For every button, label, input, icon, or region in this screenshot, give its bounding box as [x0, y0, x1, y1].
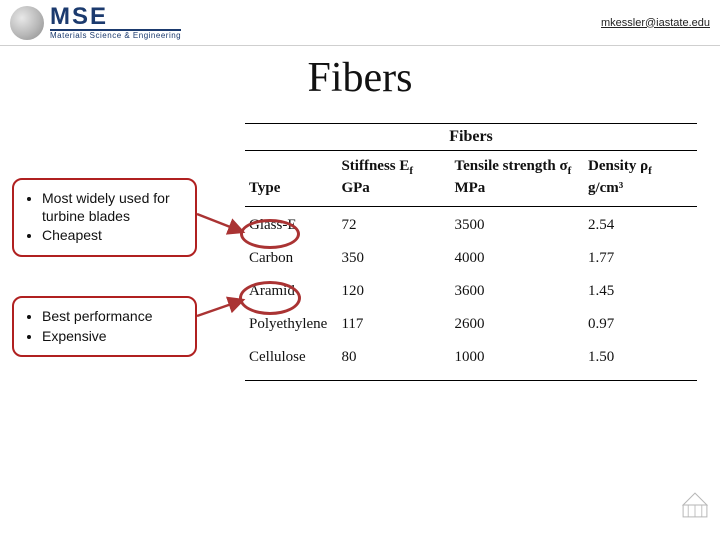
table-row: Aramid12036001.45 [245, 275, 697, 308]
logo-text: MSE [50, 5, 181, 31]
table-cell: Cellulose [245, 341, 337, 381]
table-cell: 1.50 [584, 341, 697, 381]
callout-glass: Most widely used for turbine blades Cheap… [12, 178, 197, 257]
table-cell: 0.97 [584, 308, 697, 341]
table-row: Glass-E7235002.54 [245, 206, 697, 242]
table-cell: 80 [337, 341, 450, 381]
table-cell: 2600 [450, 308, 584, 341]
callout-item: Cheapest [42, 227, 185, 245]
table-cell: 350 [337, 242, 450, 275]
callout-item: Best performance [42, 308, 185, 326]
logo-subtitle: Materials Science & Engineering [50, 31, 181, 40]
fibers-table: TypeStiffness EfGPaTensile strength σfMP… [245, 150, 697, 381]
table-cell: 4000 [450, 242, 584, 275]
callout-carbon: Best performance Expensive [12, 296, 197, 357]
slide-body: Fibers Fibers TypeStiffness EfGPaTensile… [0, 48, 720, 528]
table-cell: 2.54 [584, 206, 697, 242]
table-row: Cellulose8010001.50 [245, 341, 697, 381]
arrow-callout2-to-ring2 [195, 294, 255, 324]
table-cell: 3600 [450, 275, 584, 308]
university-logo-icon [678, 488, 712, 522]
table-cell: 1000 [450, 341, 584, 381]
table-caption: Fibers [245, 128, 697, 150]
fibers-table-container: Fibers TypeStiffness EfGPaTensile streng… [245, 123, 697, 381]
table-cell: 3500 [450, 206, 584, 242]
logo-mark-icon [10, 6, 44, 40]
table-row: Polyethylene11726000.97 [245, 308, 697, 341]
header: MSE Materials Science & Engineering mkes… [0, 0, 720, 46]
table-cell: 1.77 [584, 242, 697, 275]
table-body: Glass-E7235002.54Carbon35040001.77Aramid… [245, 206, 697, 380]
table-cell: 120 [337, 275, 450, 308]
contact-email-link[interactable]: mkessler@iastate.edu [601, 17, 710, 29]
table-cell: 117 [337, 308, 450, 341]
table-row: Carbon35040001.77 [245, 242, 697, 275]
table-head: TypeStiffness EfGPaTensile strength σfMP… [245, 151, 697, 207]
slide-title: Fibers [0, 54, 720, 102]
table-col-1: Stiffness EfGPa [337, 151, 450, 207]
table-col-0: Type [245, 151, 337, 207]
logo: MSE Materials Science & Engineering [10, 5, 181, 40]
arrow-callout1-to-ring1 [195, 198, 255, 258]
callout-item: Most widely used for turbine blades [42, 190, 185, 225]
logo-text-block: MSE Materials Science & Engineering [50, 5, 181, 40]
table-cell: 72 [337, 206, 450, 242]
table-col-2: Tensile strength σfMPa [450, 151, 584, 207]
table-cell: 1.45 [584, 275, 697, 308]
callout-item: Expensive [42, 328, 185, 346]
table-col-3: Density ρfg/cm³ [584, 151, 697, 207]
